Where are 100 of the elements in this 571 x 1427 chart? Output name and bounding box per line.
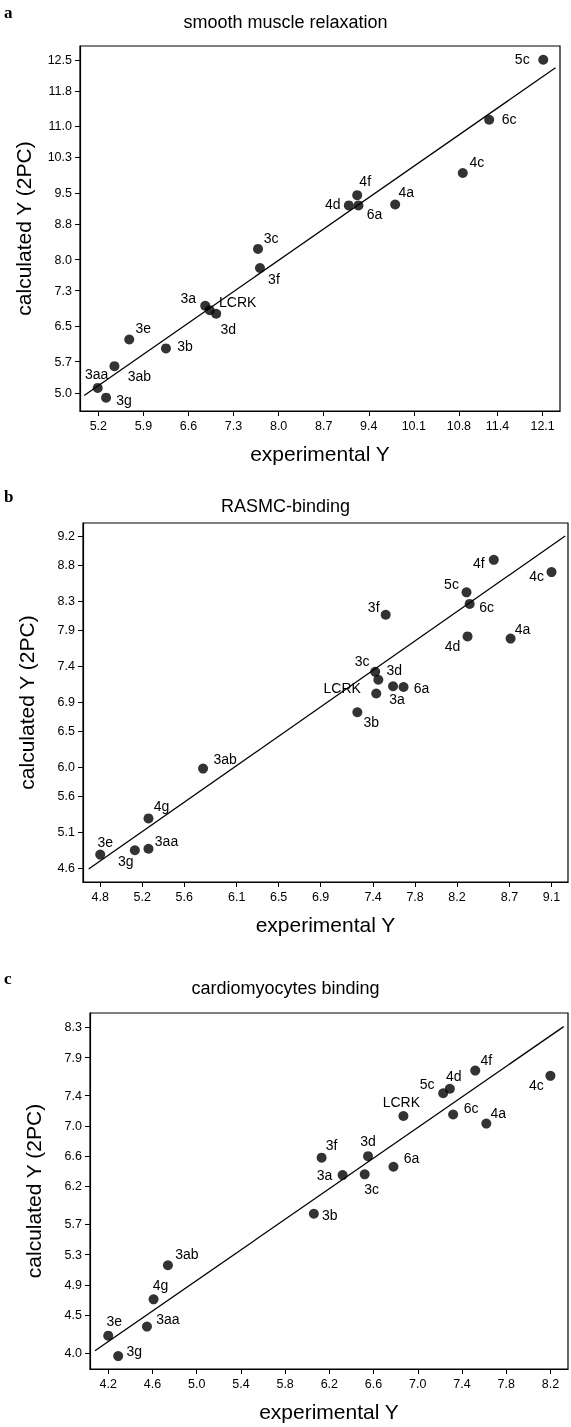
y-axis-title: calculated Y (2PC): [22, 1103, 45, 1279]
annotation: 4g: [152, 1277, 169, 1294]
x-tick-label: 8.2: [448, 889, 466, 904]
point: [129, 845, 140, 856]
y-tick-label: 5.0: [54, 385, 73, 400]
point: [253, 243, 264, 254]
point: [371, 688, 382, 699]
annotation: 3a: [389, 691, 406, 708]
annotation: 3d: [220, 320, 236, 337]
y-tick-label: 5.1: [57, 825, 76, 840]
point: [198, 763, 209, 774]
y-tick-label: 7.9: [57, 622, 76, 637]
annotation: 3g: [126, 1343, 142, 1360]
y-tick-label: 8.3: [57, 594, 76, 609]
annotation: 3e: [106, 1312, 123, 1329]
x-tick-label: 8.0: [269, 418, 288, 433]
y-tick-label: 5.7: [54, 354, 73, 369]
x-tick-label: 4.8: [91, 889, 109, 904]
annotation: 3ab: [213, 750, 237, 767]
point: [464, 598, 475, 609]
x-axis-title: experimental Y: [255, 913, 396, 936]
y-axis-title: calculated Y (2PC): [15, 615, 38, 790]
point: [316, 1152, 327, 1163]
point: [373, 674, 384, 685]
y-tick-label: 7.0: [64, 1118, 83, 1133]
annotation: 5c: [514, 50, 530, 67]
x-tick-label: 8.7: [500, 889, 519, 904]
x-tick-label: 12.1: [530, 418, 555, 433]
annotation: 3aa: [154, 832, 179, 849]
x-tick-label: 8.2: [541, 1376, 560, 1391]
y-tick-label: 4.6: [57, 861, 76, 876]
annotation: 3g: [118, 853, 134, 870]
x-tick-label: 5.6: [175, 889, 193, 904]
annotation: LCRK: [219, 294, 258, 311]
annotation: 4a: [490, 1104, 507, 1121]
annotation: 4d: [446, 1067, 462, 1084]
y-tick-label: 4.0: [64, 1346, 83, 1361]
y-tick-label: 12.5: [47, 52, 73, 67]
x-tick-label: 7.4: [453, 1376, 471, 1391]
point: [124, 334, 135, 345]
text: c: [4, 969, 12, 988]
annotation: 6a: [366, 206, 383, 223]
x-tick-label: 8.7: [315, 418, 333, 433]
point: [505, 633, 516, 644]
x-tick-label: 6.9: [311, 889, 330, 904]
annotation: 5c: [419, 1076, 435, 1093]
annotation: 4f: [480, 1051, 493, 1068]
x-tick-label: 5.2: [89, 418, 108, 433]
x-axis-title: experimental Y: [259, 1400, 399, 1423]
y-tick-label: 8.0: [54, 252, 73, 267]
point: [148, 1294, 159, 1305]
annotation: 3f: [367, 598, 380, 615]
annotation: 4f: [359, 173, 372, 190]
x-tick-label: 11.4: [485, 418, 510, 433]
point: [388, 1161, 399, 1172]
x-tick-label: 4.6: [143, 1376, 162, 1391]
x-tick-label: 5.2: [133, 889, 151, 904]
annotation: LCRK: [382, 1094, 421, 1111]
x-tick-label: 4.2: [99, 1376, 117, 1391]
y-tick-label: 7.4: [64, 1088, 83, 1103]
point: [470, 1065, 481, 1076]
x-tick-label: 9.1: [542, 889, 561, 904]
y-tick-label: 8.8: [57, 557, 76, 572]
x-tick-label: 5.9: [134, 418, 153, 433]
annotation: 3a: [316, 1167, 333, 1184]
point: [398, 681, 409, 692]
x-tick-label: 7.4: [364, 889, 382, 904]
point: [462, 631, 473, 642]
y-tick-label: 10.3: [47, 150, 73, 165]
annotation: 4d: [444, 638, 461, 655]
point: [546, 567, 557, 578]
annotation: 4c: [469, 154, 485, 170]
point: [359, 1169, 370, 1180]
point: [103, 1330, 114, 1341]
x-tick-label: 7.8: [497, 1376, 515, 1391]
point: [363, 1151, 374, 1162]
point: [162, 1260, 173, 1271]
point: [370, 666, 381, 677]
y-tick-label: 6.0: [57, 760, 76, 775]
x-tick-label: 7.0: [409, 1376, 427, 1391]
text: b: [4, 487, 14, 506]
point: [113, 1351, 124, 1362]
annotation: 5c: [444, 576, 459, 593]
x-tick-label: 6.6: [364, 1376, 383, 1391]
x-tick-label: 10.8: [446, 418, 472, 433]
y-tick-label: 9.2: [57, 529, 76, 543]
y-tick-label: 6.5: [54, 319, 73, 334]
point: [398, 1111, 409, 1122]
point: [484, 114, 495, 125]
point: [461, 587, 472, 598]
chart-title: smooth muscle relaxation: [183, 12, 388, 32]
x-axis-title: experimental Y: [250, 442, 390, 465]
y-tick-label: 11.8: [48, 83, 73, 98]
annotation: 4c: [529, 1076, 544, 1093]
point: [352, 707, 363, 718]
annotation: 4f: [472, 554, 485, 571]
y-tick-label: 8.8: [54, 217, 73, 232]
point: [160, 343, 171, 354]
point: [308, 1208, 319, 1219]
point: [337, 1170, 348, 1181]
